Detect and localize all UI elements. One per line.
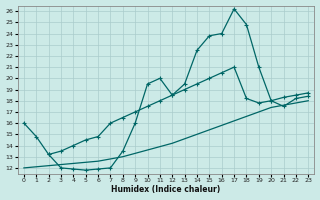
X-axis label: Humidex (Indice chaleur): Humidex (Indice chaleur): [111, 185, 221, 194]
